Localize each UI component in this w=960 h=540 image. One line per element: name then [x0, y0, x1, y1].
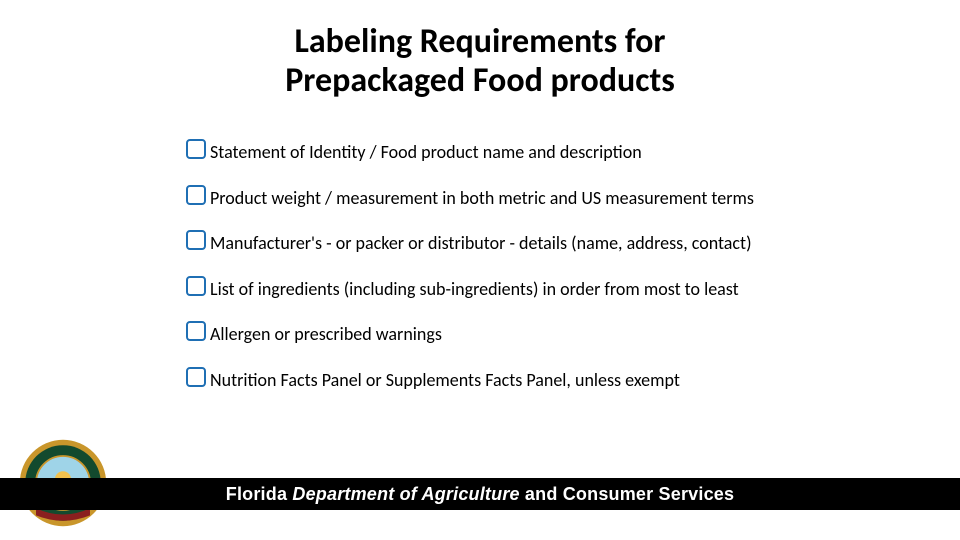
list-item-text: Product weight / measurement in both met…: [210, 186, 754, 210]
requirements-list: Statement of Identity / Food product nam…: [185, 140, 905, 414]
checkbox-icon: [185, 320, 207, 342]
title-line-2: Prepackaged Food products: [285, 60, 675, 101]
footer-text: Florida Department of Agriculture and Co…: [226, 484, 734, 505]
list-item-text: Manufacturer's - or packer or distributo…: [210, 231, 752, 255]
footer-suffix: and Consumer Services: [520, 484, 735, 504]
list-item: Product weight / measurement in both met…: [185, 186, 905, 210]
footer-prefix: Florida: [226, 484, 293, 504]
list-item-text: Statement of Identity / Food product nam…: [210, 140, 642, 164]
checkbox-icon: [185, 184, 207, 206]
list-item-text: List of ingredients (including sub-ingre…: [210, 277, 739, 301]
checkbox-icon: [185, 366, 207, 388]
footer-bar: Florida Department of Agriculture and Co…: [0, 478, 960, 510]
list-item: Allergen or prescribed warnings: [185, 322, 905, 346]
list-item-text: Nutrition Facts Panel or Supplements Fac…: [210, 368, 680, 392]
title-line-1: Labeling Requirements for: [294, 21, 665, 62]
checkbox-icon: [185, 275, 207, 297]
footer-dept: Department of Agriculture: [292, 484, 519, 504]
list-item: List of ingredients (including sub-ingre…: [185, 277, 905, 301]
slide: Labeling Requirements for Prepackaged Fo…: [0, 0, 960, 540]
checkbox-icon: [185, 138, 207, 160]
slide-title: Labeling Requirements for Prepackaged Fo…: [0, 22, 960, 100]
list-item-text: Allergen or prescribed warnings: [210, 322, 442, 346]
list-item: Manufacturer's - or packer or distributo…: [185, 231, 905, 255]
list-item: Statement of Identity / Food product nam…: [185, 140, 905, 164]
list-item: Nutrition Facts Panel or Supplements Fac…: [185, 368, 905, 392]
checkbox-icon: [185, 229, 207, 251]
